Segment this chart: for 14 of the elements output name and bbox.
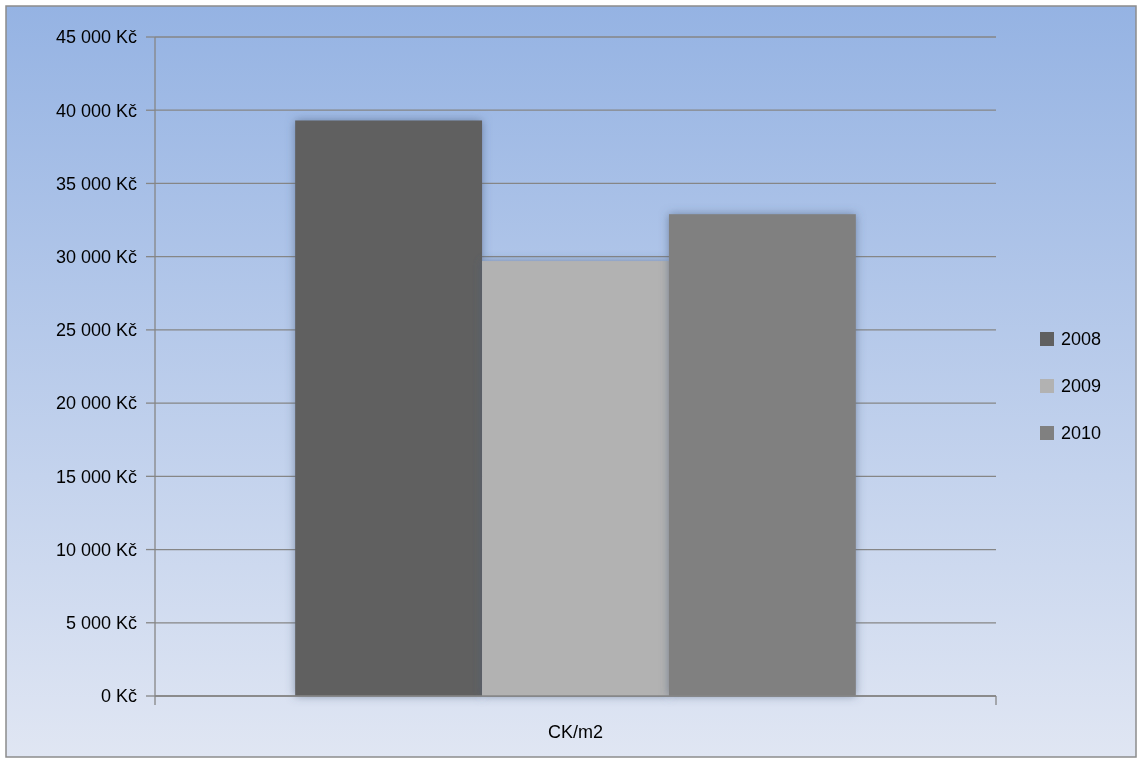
y-tick-label: 35 000 Kč xyxy=(55,173,137,194)
legend-label: 2008 xyxy=(1061,329,1102,350)
legend-label: 2009 xyxy=(1061,376,1102,397)
legend-label: 2010 xyxy=(1061,423,1102,444)
y-tick-label: 5 000 Kč xyxy=(65,613,137,634)
y-tick-label: 30 000 Kč xyxy=(55,246,137,267)
y-tick-label: 25 000 Kč xyxy=(55,320,137,341)
y-tick-label: 20 000 Kč xyxy=(55,393,137,414)
x-tick-label: CK/m2 xyxy=(547,722,604,743)
y-tick-label: 0 Kč xyxy=(100,686,137,707)
y-tick-label: 40 000 Kč xyxy=(55,100,137,121)
y-tick-label: 45 000 Kč xyxy=(55,27,137,48)
y-tick-label: 15 000 Kč xyxy=(55,466,137,487)
y-tick-label: 10 000 Kč xyxy=(55,539,137,560)
